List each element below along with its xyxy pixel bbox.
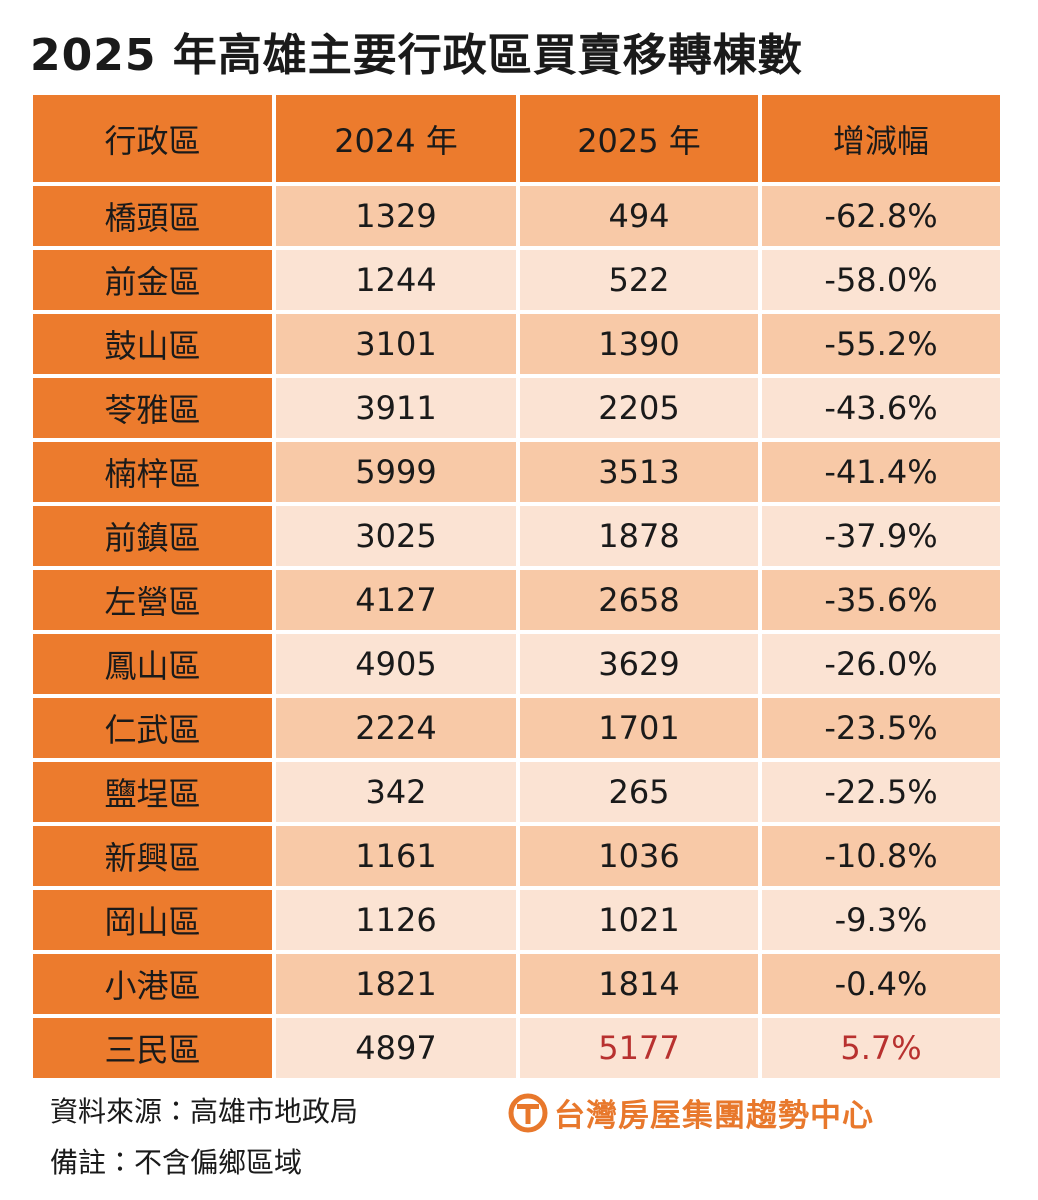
table-row: 三民區 4897 5177 5.7% [33,1018,1000,1078]
district-cell: 小港區 [33,954,272,1014]
title: 2025 年高雄主要行政區買賣移轉棟數 [30,30,803,81]
value-cell: -43.6% [762,378,1000,438]
table-row: 岡山區 1126 1021 -9.3% [33,890,1000,950]
table-row: 前金區 1244 522 -58.0% [33,250,1000,310]
value-cell: -41.4% [762,442,1000,502]
value-cell: 1244 [276,250,516,310]
value-cell: 4905 [276,634,516,694]
district-cell: 仁武區 [33,698,272,758]
table-row: 楠梓區 5999 3513 -41.4% [33,442,1000,502]
value-cell: -62.8% [762,186,1000,246]
logo: 台灣房屋集團趨勢中心 [508,1090,874,1135]
value-cell: 1701 [520,698,758,758]
district-cell: 前金區 [33,250,272,310]
value-cell: 3629 [520,634,758,694]
district-cell: 鳳山區 [33,634,272,694]
table-row: 鳳山區 4905 3629 -26.0% [33,634,1000,694]
table-row: 小港區 1821 1814 -0.4% [33,954,1000,1014]
district-cell: 三民區 [33,1018,272,1078]
value-cell: 4127 [276,570,516,630]
district-cell: 楠梓區 [33,442,272,502]
district-cell: 新興區 [33,826,272,886]
value-cell: 1390 [520,314,758,374]
district-cell: 左營區 [33,570,272,630]
value-cell: -0.4% [762,954,1000,1014]
value-cell: -37.9% [762,506,1000,566]
data-table: 行政區 2024 年 2025 年增減幅 橋頭區 1329 494 -62.8% 前金區 12… [29,91,1004,1082]
value-cell: 522 [520,250,758,310]
table-row: 仁武區 2224 1701 -23.5% [33,698,1000,758]
value-cell: 2658 [520,570,758,630]
value-cell: 5177 [520,1018,758,1078]
header-cell: 增減幅 [762,95,1000,182]
value-cell: -35.6% [762,570,1000,630]
table-row: 橋頭區 1329 494 -62.8% [33,186,1000,246]
value-cell: 5999 [276,442,516,502]
value-cell: 1021 [520,890,758,950]
value-cell: 1814 [520,954,758,1014]
source-note: 資料來源：高雄市地政局 [50,1095,359,1128]
value-cell: -9.3% [762,890,1000,950]
value-cell: 3025 [276,506,516,566]
header-row: 行政區 2024 年 2025 年增減幅 [33,95,1000,182]
district-cell: 橋頭區 [33,186,272,246]
district-cell: 鹽埕區 [33,762,272,822]
value-cell: 1036 [520,826,758,886]
value-cell: 1329 [276,186,516,246]
table-row: 鼓山區 3101 1390 -55.2% [33,314,1000,374]
value-cell: -58.0% [762,250,1000,310]
value-cell: -22.5% [762,762,1000,822]
value-cell: 2205 [520,378,758,438]
table-body: 橋頭區 1329 494 -62.8% 前金區 1244 522 -58.0% 鼓山區 3101 1… [33,186,1000,1078]
logo-icon [508,1093,548,1132]
table-row: 鹽埕區 342 265 -22.5% [33,762,1000,822]
value-cell: -23.5% [762,698,1000,758]
table-row: 前鎮區 3025 1878 -37.9% [33,506,1000,566]
value-cell: 2224 [276,698,516,758]
value-cell: 3101 [276,314,516,374]
table-row: 新興區 1161 1036 -10.8% [33,826,1000,886]
header-cell: 2025 年 [520,95,758,182]
value-cell: 4897 [276,1018,516,1078]
value-cell: 1161 [276,826,516,886]
district-cell: 苓雅區 [33,378,272,438]
value-cell: 3513 [520,442,758,502]
value-cell: -26.0% [762,634,1000,694]
logo-text: 台灣房屋集團趨勢中心 [554,1098,874,1134]
remark-note: 備註：不含偏鄉區域 [50,1146,303,1179]
district-cell: 岡山區 [33,890,272,950]
value-cell: -55.2% [762,314,1000,374]
table-row: 苓雅區 3911 2205 -43.6% [33,378,1000,438]
value-cell: -10.8% [762,826,1000,886]
value-cell: 1821 [276,954,516,1014]
value-cell: 342 [276,762,516,822]
header-cell: 行政區 [33,95,272,182]
district-cell: 鼓山區 [33,314,272,374]
value-cell: 494 [520,186,758,246]
value-cell: 3911 [276,378,516,438]
value-cell: 265 [520,762,758,822]
table-row: 左營區 4127 2658 -35.6% [33,570,1000,630]
value-cell: 1126 [276,890,516,950]
value-cell: 5.7% [762,1018,1000,1078]
district-cell: 前鎮區 [33,506,272,566]
value-cell: 1878 [520,506,758,566]
header-cell: 2024 年 [276,95,516,182]
